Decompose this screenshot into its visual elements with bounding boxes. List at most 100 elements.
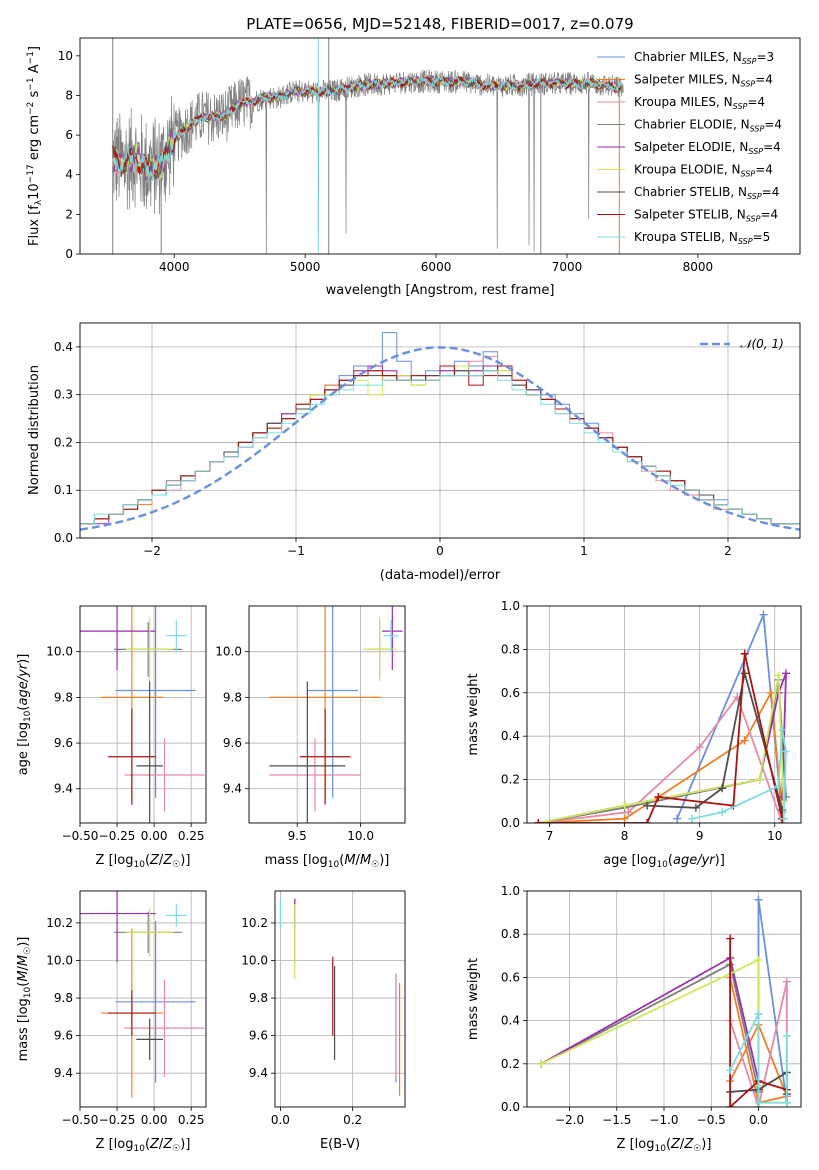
label-part: / — [356, 853, 361, 868]
x-tick-label: 4000 — [159, 260, 190, 274]
label-part: )] — [180, 853, 190, 868]
legend-label-count: =4 — [760, 208, 778, 222]
legend-label-count: =4 — [755, 163, 773, 177]
legend-label-count: =4 — [747, 95, 765, 109]
x-tick-label: 1 — [580, 544, 588, 558]
weight-marker — [654, 792, 663, 801]
mass-vs-Z-panel: −0.50 −0.25 0.00 0.25 9.4 9.6 9.8 10.0 10.2 Z [lo… — [16, 890, 207, 1154]
y-tick-label: 0.2 — [501, 1057, 520, 1071]
weight-line-kroupa_miles — [538, 695, 784, 823]
weight-marker — [754, 895, 763, 904]
legend-label: Salpeter MILES, NSSP=4 — [634, 73, 773, 89]
label-part: M — [16, 970, 31, 981]
label-part: / — [159, 1137, 164, 1152]
age-vs-Z-panel: −0.50 −0.25 0.00 0.259.49.69.810.0Z [log10(… — [16, 605, 207, 870]
y-tick-label: 10.2 — [46, 916, 73, 930]
weight-marker — [759, 610, 768, 619]
legend-label: Chabrier STELIB, NSSP=4 — [634, 185, 779, 201]
histogram-panel: −2 −1 0 1 2 0.0 0.1 0.2 0.3 0.4 𝒩(0, 1) (data-model… — [27, 322, 801, 583]
legend-label-text: Chabrier MILES, N — [634, 50, 742, 64]
y-tick-label: 1.0 — [501, 884, 520, 898]
label-part: )] — [16, 654, 31, 664]
y-tick-label: 0.8 — [501, 642, 520, 656]
y-tick-label: 0.0 — [501, 1100, 520, 1114]
label-part: age/yr — [16, 662, 31, 705]
label-part: 10 — [654, 1144, 666, 1154]
axes-frame — [79, 890, 207, 1108]
label-part: ( — [145, 853, 150, 868]
weight-marker — [643, 819, 652, 823]
legend-label-count: =4 — [763, 140, 781, 154]
x-tick-label: 2 — [724, 544, 732, 558]
x-tick-label: −2.0 — [555, 1113, 584, 1127]
label-part: ( — [145, 1137, 150, 1152]
y-tick-label: 0.4 — [501, 729, 520, 743]
label-part: −17 — [26, 164, 36, 183]
x-tick-label: −2 — [143, 544, 161, 558]
legend-label-sub: SSP — [741, 170, 756, 179]
y-tick-label: 9.4 — [54, 782, 73, 796]
legend-label-sub: SSP — [746, 215, 761, 224]
x-tick-label: 10.0 — [347, 829, 374, 843]
y-tick-label: 9.8 — [54, 991, 73, 1005]
weight-marker — [691, 803, 700, 812]
label-part: age [log — [603, 853, 656, 868]
weight-marker — [740, 669, 749, 678]
weight-marker — [782, 1098, 791, 1107]
label-part: A — [27, 64, 42, 77]
legend-label-sub: SSP — [738, 237, 753, 246]
legend-label-text: Kroupa MILES, N — [634, 95, 733, 109]
x-tick-label: −0.5 — [697, 1113, 726, 1127]
x-tick-label: 0.00 — [141, 829, 168, 843]
y-tick-label: 0.4 — [501, 1014, 520, 1028]
normal-curve — [80, 346, 800, 531]
y-tick-label: 9.4 — [249, 1066, 268, 1080]
weight-marker — [537, 1059, 546, 1068]
label-part: M — [360, 853, 371, 868]
x-tick-label: 10 — [767, 829, 782, 843]
legend-label: Kroupa MILES, NSSP=4 — [634, 95, 765, 111]
label-part: −2 — [26, 102, 36, 115]
legend-label-sub: SSP — [750, 125, 765, 134]
legend-label-sub: SSP — [742, 57, 757, 66]
label-part: M — [344, 853, 355, 868]
label-part: ( — [16, 706, 31, 711]
x-tick-label: 9.5 — [288, 829, 307, 843]
weight-marker — [620, 801, 629, 810]
legend-label-text: Kroupa STELIB, N — [634, 230, 738, 244]
weight-marker — [688, 814, 697, 823]
label-part: Z — [162, 853, 173, 868]
label-part: )] — [180, 1137, 190, 1152]
x-tick-label: 0.25 — [178, 829, 205, 843]
label-part: 10 — [328, 860, 340, 870]
weight-marker — [620, 814, 629, 823]
x-tick-label: 0.25 — [178, 1113, 205, 1127]
legend-label-count: =4 — [755, 73, 773, 87]
label-part: Z — [162, 1137, 173, 1152]
mass-vs-Z-panel-bars — [80, 891, 205, 1098]
y-tick-label: 9.8 — [249, 991, 268, 1005]
spectrum-ylabel: Flux [fλ10−17 erg cm−2 s−1 A−1] — [26, 46, 44, 246]
axes-frame — [79, 37, 801, 255]
x-tick-label: 5000 — [290, 260, 321, 274]
x-tick-label: 0 — [436, 544, 444, 558]
weight-marker — [726, 1066, 735, 1075]
histogram-steps — [80, 332, 800, 538]
age-vs-Z-panel-xlabel: Z [log10(Z/Z☉)] — [96, 853, 191, 870]
weight-line-kroupa_elodie — [540, 958, 760, 1090]
x-tick-label: 6000 — [421, 260, 452, 274]
x-tick-label: 7000 — [552, 260, 583, 274]
histogram-series-kroupa_stelib — [80, 370, 800, 538]
massweight-vs-Z-panel-lines — [537, 895, 791, 1107]
label-part: Z — [149, 853, 160, 868]
weight-marker — [726, 1103, 735, 1107]
label-part: ☉ — [371, 860, 379, 870]
massweight-vs-Z-panel-ylabel: mass weight — [466, 958, 481, 1040]
age-vs-mass-panel-xlabel: mass [log10(M/M☉)] — [265, 853, 390, 870]
y-tick-label: 0.0 — [501, 816, 520, 830]
x-tick-label: 8000 — [683, 260, 714, 274]
y-tick-label: 9.6 — [54, 736, 73, 750]
y-tick-label: 10.0 — [46, 645, 73, 659]
